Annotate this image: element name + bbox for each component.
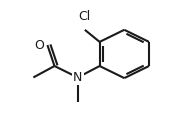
Text: N: N (73, 71, 82, 84)
Text: Cl: Cl (79, 10, 91, 23)
Text: O: O (35, 39, 45, 52)
